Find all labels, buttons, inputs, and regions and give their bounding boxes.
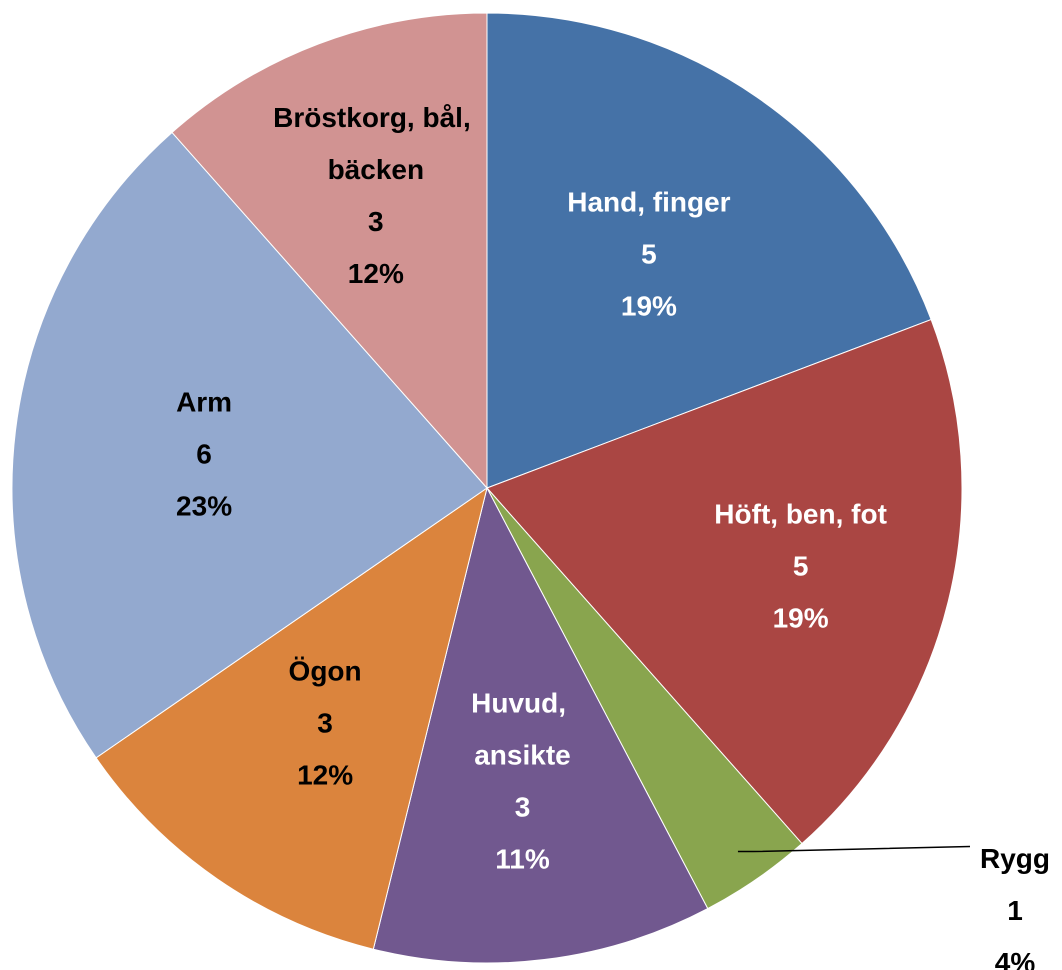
- label-line: bäcken: [328, 154, 425, 185]
- category-label: Arm: [176, 387, 232, 418]
- percent-label: 19%: [773, 602, 829, 633]
- label-line: Hand, finger: [567, 186, 730, 217]
- label-line: Arm: [176, 387, 232, 418]
- label-line: Ögon: [289, 656, 362, 687]
- category-label: Hand, finger: [567, 186, 730, 217]
- value-label: 3: [317, 708, 333, 739]
- category-label: Huvud, ansikte: [471, 687, 574, 770]
- percent-label: 12%: [348, 258, 404, 289]
- label-line: Höft, ben, fot: [714, 498, 887, 529]
- label-line: ansikte: [474, 739, 571, 770]
- label-line: Bröstkorg, bål,: [273, 102, 478, 133]
- percent-label: 19%: [621, 290, 677, 321]
- percent-label: 23%: [176, 491, 232, 522]
- pie-slice: [95, 486, 488, 950]
- value-label: 3: [368, 206, 384, 237]
- label-line: Rygg: [980, 843, 1050, 874]
- category-label: Bröstkorg, bål, bäcken: [273, 102, 478, 185]
- category-label: Rygg: [980, 843, 1050, 874]
- value-label: 6: [196, 439, 212, 470]
- percent-label: 4%: [995, 947, 1036, 970]
- pie-slice: [486, 318, 963, 845]
- pie-slice: [171, 12, 488, 490]
- category-label: Höft, ben, fot: [714, 498, 887, 529]
- percent-label: 12%: [297, 760, 353, 791]
- value-label: 1: [1007, 895, 1023, 926]
- percent-label: 11%: [495, 843, 550, 874]
- pie-slice: [372, 486, 709, 964]
- pie-slice: [486, 12, 932, 489]
- value-label: 5: [641, 238, 657, 269]
- value-label: 3: [515, 791, 531, 822]
- pie-slice: [11, 131, 488, 759]
- label-line: Huvud,: [471, 687, 574, 718]
- leader-line: [737, 845, 971, 853]
- value-label: 5: [793, 550, 809, 581]
- category-label: Ögon: [289, 656, 362, 687]
